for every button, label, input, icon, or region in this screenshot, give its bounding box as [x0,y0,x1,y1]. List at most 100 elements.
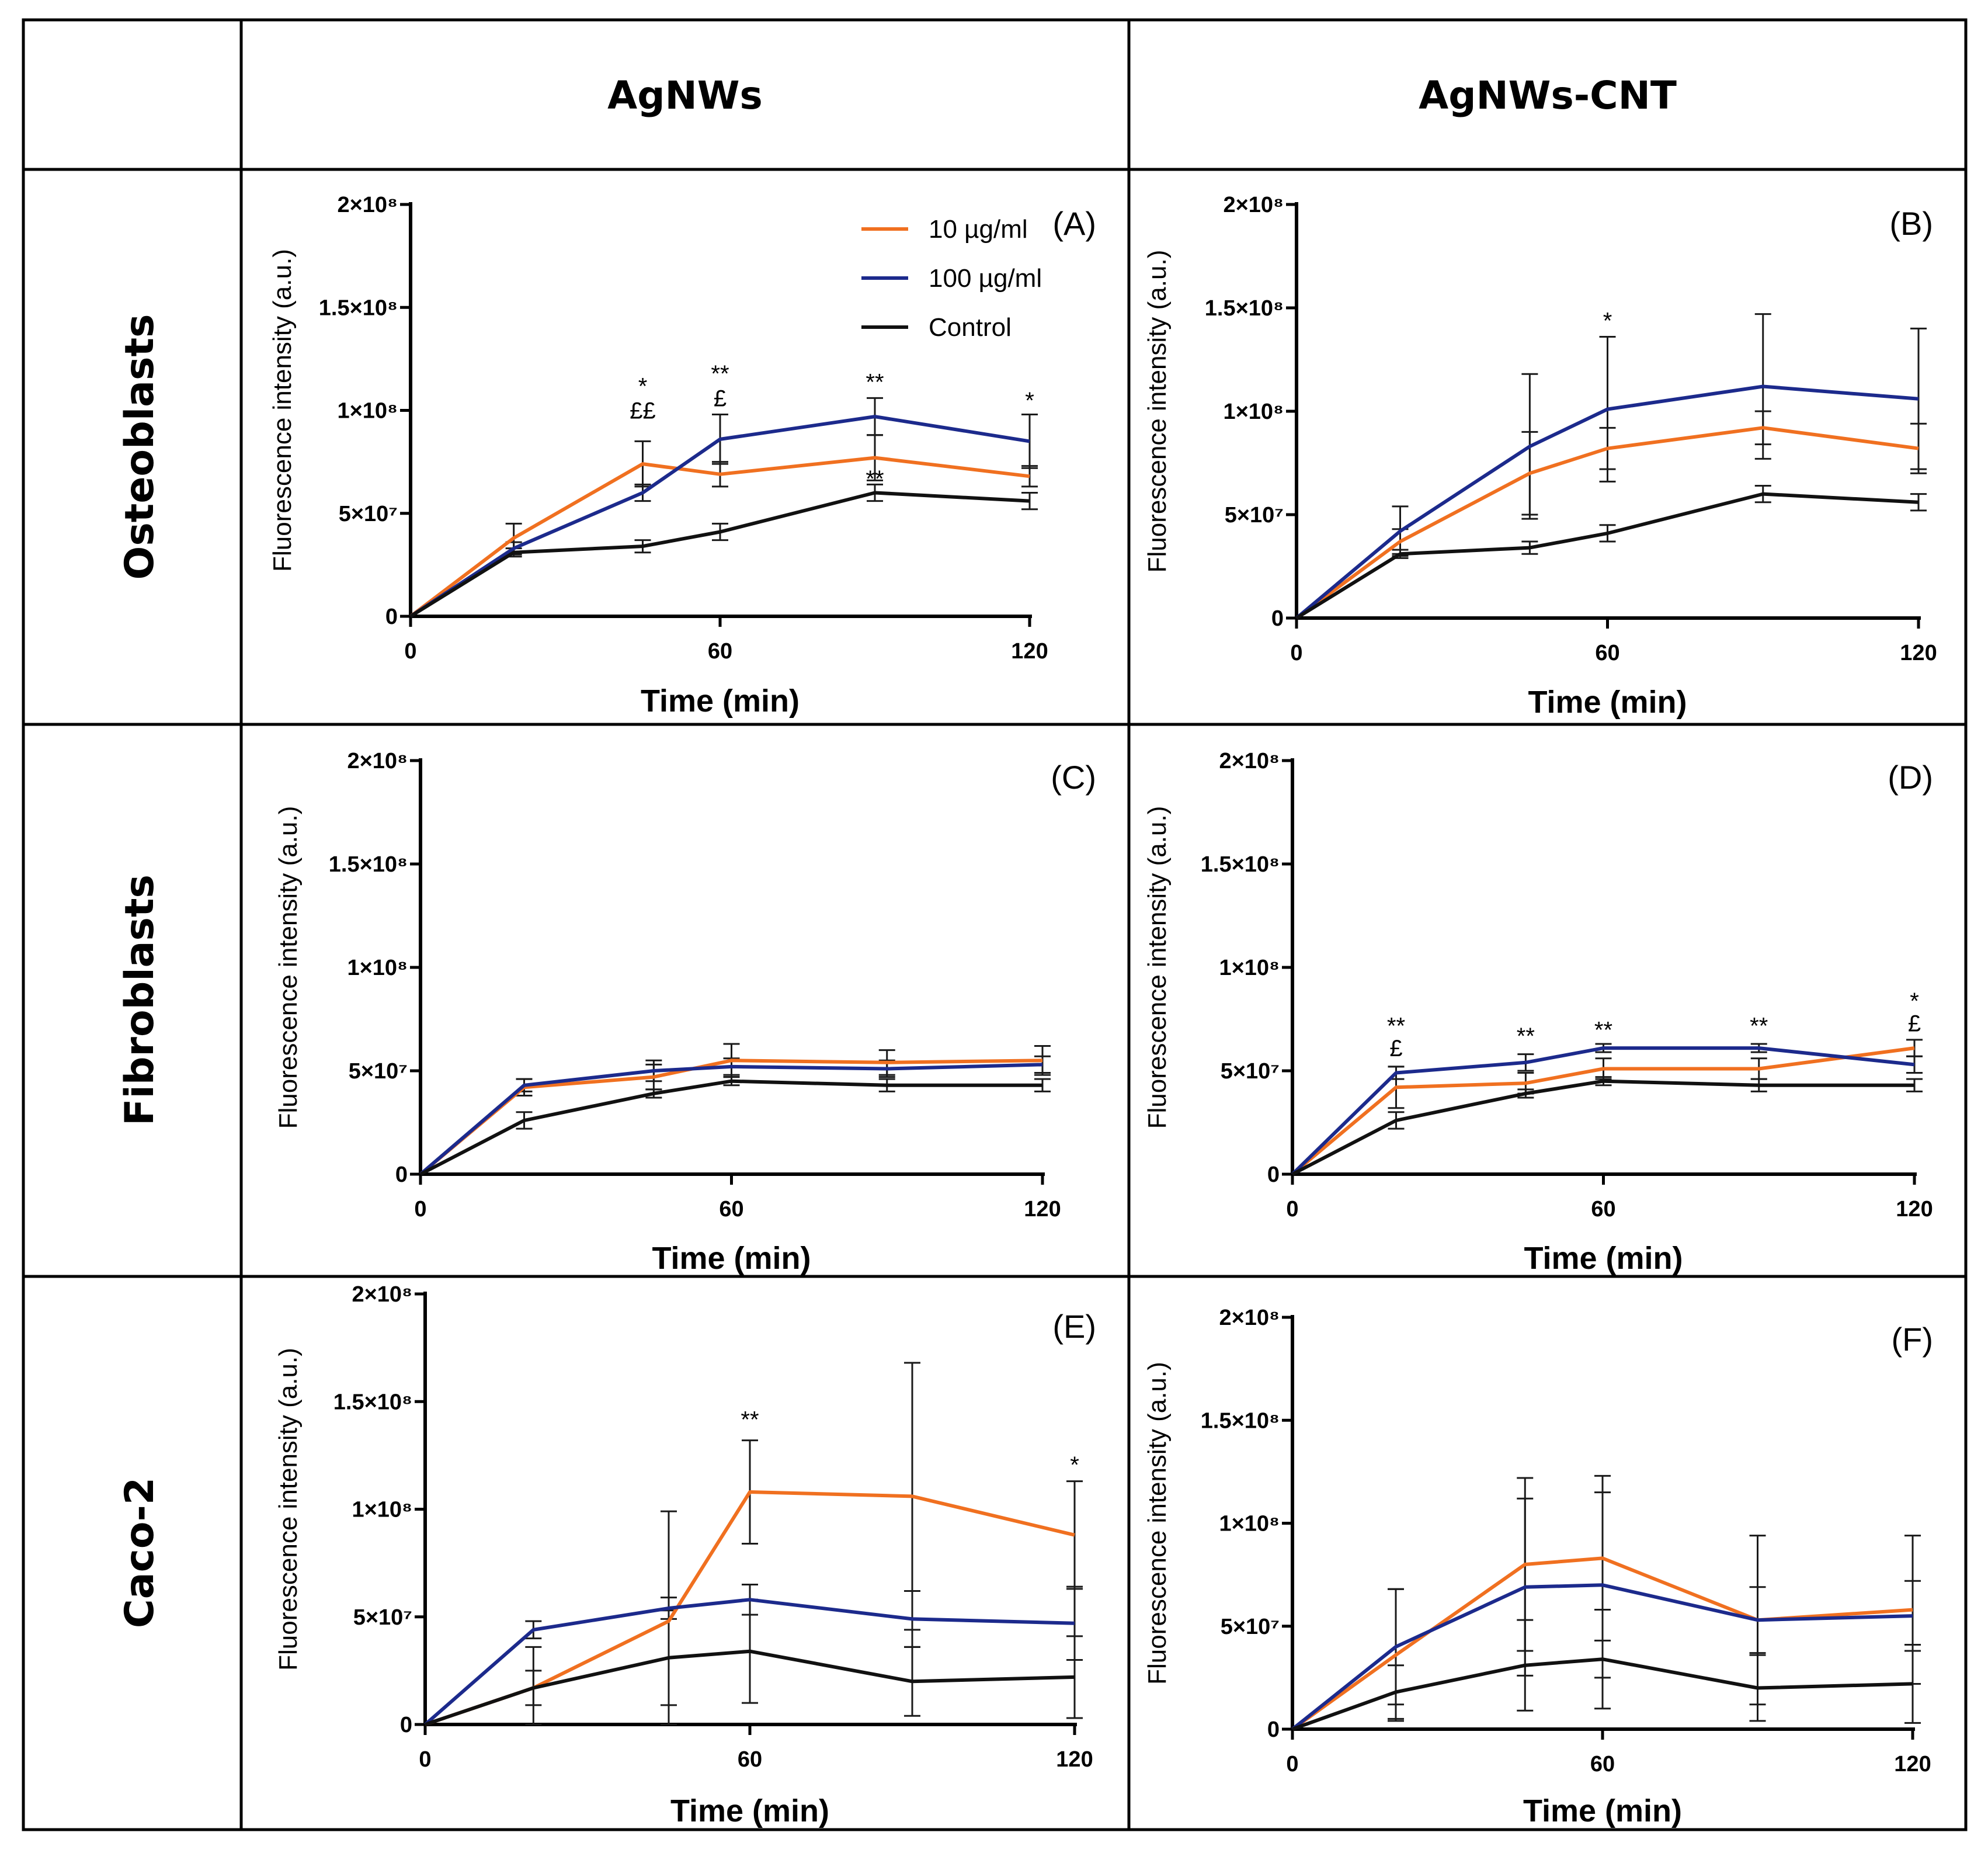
x-tick-label: 0 [1286,1752,1298,1776]
x-axis-title: Time (min) [1528,685,1687,720]
x-tick-label: 0 [419,1747,431,1772]
significance-annotation: ** [1387,1013,1405,1039]
table-border [22,18,1968,1831]
legend-label-100ug: 100 µg/ml [929,264,1042,293]
chart-panel-e: 0 5×10⁷ 1×10⁸ 1.5×10⁸ 2×10⁸ 0 60 120 Time (min) F… [274,1282,1096,1828]
series-line-control [419,1079,1042,1176]
y-axis-title: Fluorescence intensity (a.u.) [1143,250,1172,573]
y-tick-label: 1.5×10⁸ [319,296,398,320]
x-tick-label: 120 [1894,1752,1931,1776]
legend: 10 µg/ml 100 µg/ml Control [861,215,1042,342]
y-tick-label: 5×10⁷ [353,1605,412,1630]
y-tick-label: 2×10⁸ [347,749,408,773]
column-header-agnws-cnt: AgNWs-CNT [1419,73,1677,118]
row-label-osteoblasts: Osteoblasts [117,314,163,580]
y-tick-label: 0 [1267,1717,1280,1742]
series-line-control [1291,1079,1914,1176]
x-tick-label: 0 [1286,1197,1298,1222]
y-tick-label: 0 [385,605,398,629]
y-tick-label: 5×10⁷ [1221,1059,1280,1084]
series-line-100-g-ml [419,1063,1043,1176]
x-tick-label: 60 [708,639,732,664]
chart-panel-a: 0 5×10⁷ 1×10⁸ 1.5×10⁸ 2×10⁸ 0 60 120 Time (min) F… [268,193,1096,719]
x-tick-label: 0 [1290,641,1302,665]
x-axis-title: Time (min) [1523,1793,1682,1828]
panel-label: (B) [1889,205,1933,242]
series-line-100-g-ml [424,1598,1075,1726]
y-tick-label: 1×10⁸ [337,399,398,424]
significance-annotation: ** [866,466,884,492]
y-tick-label: 1.5×10⁸ [1201,1408,1280,1433]
series-line-control [1295,492,1919,620]
x-axis-title: Time (min) [641,683,800,719]
x-tick-label: 0 [404,639,416,664]
y-tick-label: 1×10⁸ [1223,400,1284,424]
legend-label-10ug: 10 µg/ml [929,215,1028,244]
series-line-100-g-ml [1295,384,1919,620]
row-label-fibroblasts: Fibroblasts [117,875,163,1126]
x-tick-label: 120 [1056,1747,1093,1772]
x-tick-label: 120 [1024,1197,1061,1222]
y-axis-title: Fluorescence intensity (a.u.) [1143,1362,1172,1685]
x-tick-label: 60 [719,1197,743,1222]
y-tick-label: 0 [400,1713,412,1737]
row-label-caco-2: Caco-2 [117,1477,163,1628]
panel-label: (F) [1891,1321,1933,1358]
chart-panel-d: 0 5×10⁷ 1×10⁸ 1.5×10⁸ 2×10⁸ 0 60 120 Time (min) F… [1143,749,1933,1276]
panel-label: (A) [1052,205,1096,242]
chart-panel-b: 0 5×10⁷ 1×10⁸ 1.5×10⁸ 2×10⁸ 0 60 120 Time (min) F… [1143,193,1937,720]
x-tick-label: 120 [1896,1197,1933,1222]
y-tick-label: 0 [1271,606,1284,631]
panel-label: (E) [1052,1308,1096,1345]
chart-panel-c: 0 5×10⁷ 1×10⁸ 1.5×10⁸ 2×10⁸ 0 60 120 Time (min) F… [274,749,1096,1276]
significance-annotation: ** [1517,1023,1535,1049]
series-line-control [1291,1657,1913,1731]
y-tick-label: 5×10⁷ [1225,503,1284,528]
x-tick-label: 60 [1590,1752,1615,1776]
y-tick-label: 0 [395,1163,408,1187]
y-tick-label: 2×10⁸ [1223,193,1284,217]
series-line-control [425,1649,1075,1726]
x-axis-title: Time (min) [1524,1241,1683,1276]
x-axis-title: Time (min) [670,1793,829,1828]
panel-label: (D) [1888,759,1933,796]
y-tick-label: 1.5×10⁸ [329,852,408,877]
significance-annotation: £ [1389,1036,1402,1061]
panel-label: (C) [1051,759,1096,796]
x-tick-label: 60 [1591,1197,1615,1222]
y-tick-label: 2×10⁸ [1219,1306,1280,1330]
y-tick-label: 0 [1267,1163,1280,1187]
y-tick-label: 2×10⁸ [1219,749,1280,773]
y-axis-title: Fluorescence intensity (a.u.) [268,249,297,572]
series-line-10-g-ml [409,456,1030,618]
y-tick-label: 1.5×10⁸ [1205,296,1284,321]
y-tick-label: 2×10⁸ [337,193,398,217]
significance-annotation: £ [1908,1011,1921,1037]
y-tick-label: 5×10⁷ [339,502,398,526]
series-line-100-g-ml [1291,1583,1913,1731]
y-axis-title: Fluorescence intensity (a.u.) [274,1348,303,1671]
y-tick-label: 1×10⁸ [347,956,408,980]
series-line-10-g-ml [1295,426,1919,620]
series-line-control [409,491,1030,618]
x-tick-label: 60 [1595,641,1619,665]
x-tick-label: 0 [414,1197,426,1222]
significance-annotation: ** [1750,1013,1768,1039]
y-tick-label: 1×10⁸ [1219,956,1280,980]
x-axis-title: Time (min) [652,1241,811,1276]
y-tick-label: 1.5×10⁸ [1201,852,1280,877]
column-header-agnws: AgNWs [607,73,763,118]
y-tick-label: 1×10⁸ [1219,1512,1280,1536]
significance-annotation: * [1070,1452,1079,1478]
y-tick-label: 1×10⁸ [352,1498,412,1522]
y-tick-label: 2×10⁸ [352,1282,412,1307]
significance-annotation: ££ [630,398,656,424]
x-tick-label: 120 [1900,641,1937,665]
y-tick-label: 5×10⁷ [1221,1615,1280,1639]
significance-annotation: £ [714,386,727,411]
series-line-100-g-ml [409,415,1030,618]
significance-annotation: * [1910,988,1919,1014]
legend-label-control: Control [929,313,1012,342]
x-tick-label: 120 [1011,639,1048,664]
